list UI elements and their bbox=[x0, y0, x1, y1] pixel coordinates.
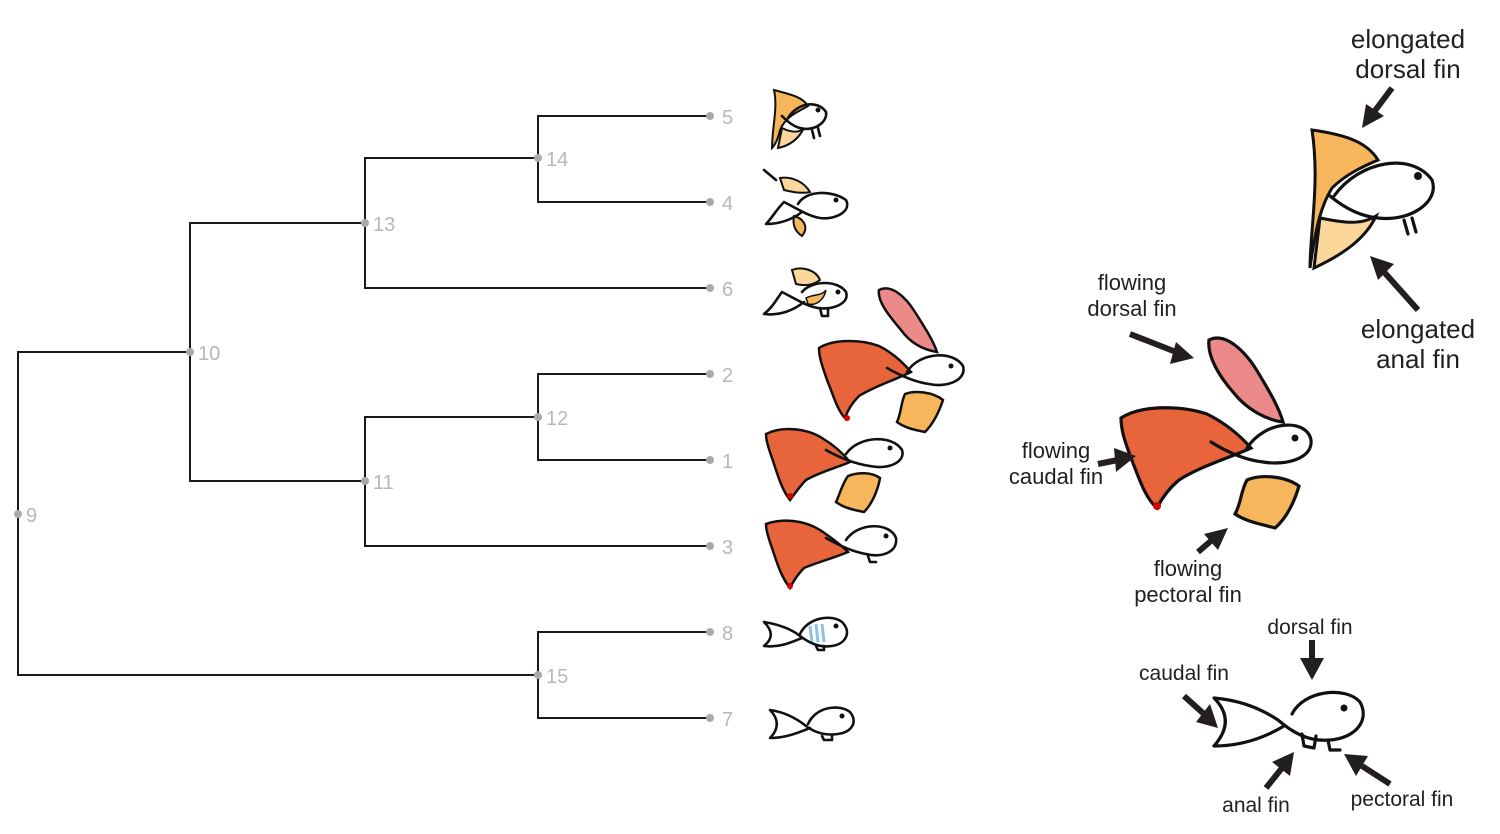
label-basic-caudal: caudal fin bbox=[1139, 662, 1229, 685]
tree-edges bbox=[17, 115, 710, 719]
tree-node-2 bbox=[706, 370, 714, 378]
node-label-14: 14 bbox=[546, 149, 568, 171]
label-elongated-anal-1: elongated bbox=[1361, 314, 1475, 344]
arrow-flowing-dorsal bbox=[1128, 331, 1194, 364]
label-flowing-caudal-2: caudal fin bbox=[1009, 464, 1103, 489]
arrow-elongated-anal bbox=[1370, 256, 1421, 313]
label-flowing-pectoral-1: flowing bbox=[1154, 556, 1222, 581]
fish-icon-elongated bbox=[1308, 128, 1435, 271]
tree-node-15 bbox=[534, 671, 542, 679]
node-label-9: 9 bbox=[26, 505, 37, 527]
tree-node-14 bbox=[534, 154, 542, 162]
tree-edge-12-1 bbox=[537, 417, 710, 461]
node-label-8: 8 bbox=[722, 623, 733, 645]
node-label-13: 13 bbox=[373, 214, 395, 236]
fish-icon-leaf-4 bbox=[762, 168, 849, 238]
fish-icon-leaf-6 bbox=[762, 267, 848, 318]
node-label-2: 2 bbox=[722, 365, 733, 387]
tree-edge-11-3 bbox=[364, 481, 710, 547]
fish-icon-leaf-2 bbox=[817, 287, 965, 434]
label-flowing-caudal-1: flowing bbox=[1022, 438, 1090, 463]
label-elongated-anal-2: anal fin bbox=[1376, 344, 1460, 374]
label-basic-dorsal: dorsal fin bbox=[1267, 616, 1352, 639]
tree-edge-11-12 bbox=[364, 416, 538, 481]
tree-node-6 bbox=[706, 284, 714, 292]
tree-node-1 bbox=[706, 456, 714, 464]
tree-edge-14-5 bbox=[537, 115, 710, 158]
tree-nodes bbox=[14, 112, 714, 722]
node-label-5: 5 bbox=[722, 107, 733, 129]
tree-node-9 bbox=[14, 510, 22, 518]
fish-icon-leaf-5 bbox=[770, 88, 828, 151]
arrow-basic-pectoral bbox=[1344, 754, 1392, 787]
tree-edge-14-4 bbox=[537, 158, 710, 203]
arrow-basic-anal bbox=[1263, 752, 1294, 790]
fish-icon-leaf-7 bbox=[768, 706, 855, 742]
node-label-3: 3 bbox=[722, 537, 733, 559]
label-flowing-pectoral-2: pectoral fin bbox=[1134, 582, 1242, 607]
tree-edge-9-15 bbox=[17, 514, 538, 676]
tree-edge-15-8 bbox=[537, 631, 710, 675]
node-label-4: 4 bbox=[722, 193, 733, 215]
label-flowing-dorsal-2: dorsal fin bbox=[1087, 296, 1176, 321]
fish-icon-leaf-8 bbox=[762, 616, 849, 652]
tree-node-4 bbox=[706, 198, 714, 206]
fish-icon-leaf-1 bbox=[764, 427, 904, 514]
label-elongated-dorsal-2: dorsal fin bbox=[1355, 54, 1461, 84]
tree-node-3 bbox=[706, 542, 714, 550]
label-flowing-dorsal-1: flowing bbox=[1098, 270, 1166, 295]
label-basic-pectoral: pectoral fin bbox=[1351, 788, 1454, 811]
tree-node-13 bbox=[361, 219, 369, 227]
tree-edge-13-14 bbox=[364, 157, 538, 223]
arrow-basic-caudal bbox=[1181, 693, 1218, 728]
fish-icon-flowing bbox=[1119, 336, 1313, 530]
node-label-6: 6 bbox=[722, 279, 733, 301]
node-label-12: 12 bbox=[546, 408, 568, 430]
node-label-7: 7 bbox=[722, 709, 733, 731]
arrow-basic-dorsal bbox=[1300, 640, 1324, 680]
node-label-10: 10 bbox=[198, 343, 220, 365]
fish-icon-leaf-3 bbox=[764, 519, 898, 591]
tree-edge-9-10 bbox=[17, 351, 190, 514]
tree-node-5 bbox=[706, 112, 714, 120]
arrow-elongated-dorsal bbox=[1362, 86, 1395, 128]
node-label-15: 15 bbox=[546, 666, 568, 688]
label-elongated-dorsal-1: elongated bbox=[1351, 24, 1465, 54]
label-basic-anal: anal fin bbox=[1222, 794, 1290, 817]
arrows bbox=[1097, 86, 1421, 790]
tree-edge-10-13 bbox=[189, 222, 365, 352]
tree-node-8 bbox=[706, 628, 714, 636]
fish-icon-basic bbox=[1212, 690, 1365, 752]
tree-node-11 bbox=[361, 477, 369, 485]
tree-node-12 bbox=[534, 413, 542, 421]
arrow-flowing-caudal bbox=[1097, 448, 1136, 472]
tree-edge-10-11 bbox=[189, 352, 365, 482]
node-label-1: 1 bbox=[722, 451, 733, 473]
tree-node-7 bbox=[706, 714, 714, 722]
tree-edge-15-7 bbox=[537, 675, 710, 719]
tree-edge-13-6 bbox=[364, 223, 710, 289]
tree-node-10 bbox=[186, 348, 194, 356]
arrow-flowing-pectoral bbox=[1196, 528, 1228, 555]
tree-edge-12-2 bbox=[537, 373, 710, 417]
node-label-11: 11 bbox=[373, 472, 394, 494]
annotations: elongated dorsal fin elongated anal fin … bbox=[1009, 24, 1475, 817]
